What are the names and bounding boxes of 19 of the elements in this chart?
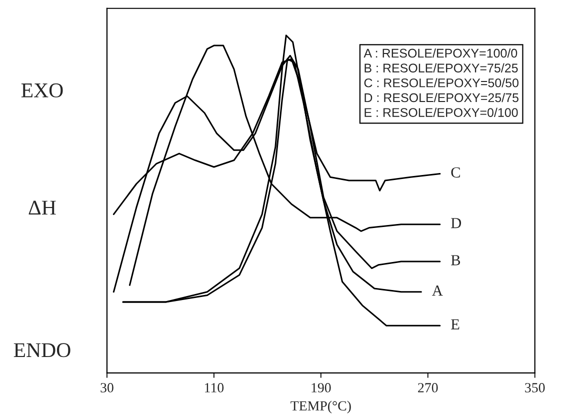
series-label: A: [432, 285, 443, 296]
x-axis-title: TEMP(°C): [290, 400, 351, 414]
x-tick-label: 110: [205, 383, 224, 392]
x-tick-label: 270: [418, 383, 438, 392]
text: EXO: [21, 83, 63, 98]
annotation: B : RESOLE/EPOXY=75/25: [364, 63, 518, 72]
annotation: E : RESOLE/EPOXY=0/100: [364, 108, 518, 117]
annotation: D : RESOLE/EPOXY=25/75: [364, 92, 518, 102]
y-axis-title: ΔH: [28, 200, 56, 215]
x-tick-label: 190: [312, 383, 331, 392]
series-label: B: [451, 255, 460, 266]
annotation: A : RESOLE/EPOXY=100/0: [364, 48, 518, 58]
annotation: C : RESOLE/EPOXY=50/50: [364, 78, 518, 88]
series-label: C: [451, 167, 460, 178]
x-tick-label: 30: [100, 383, 114, 392]
series-label: D: [451, 218, 462, 228]
x-tick-label: 350: [525, 383, 545, 392]
text: ENDO: [14, 343, 70, 358]
series-label: E: [451, 319, 460, 330]
